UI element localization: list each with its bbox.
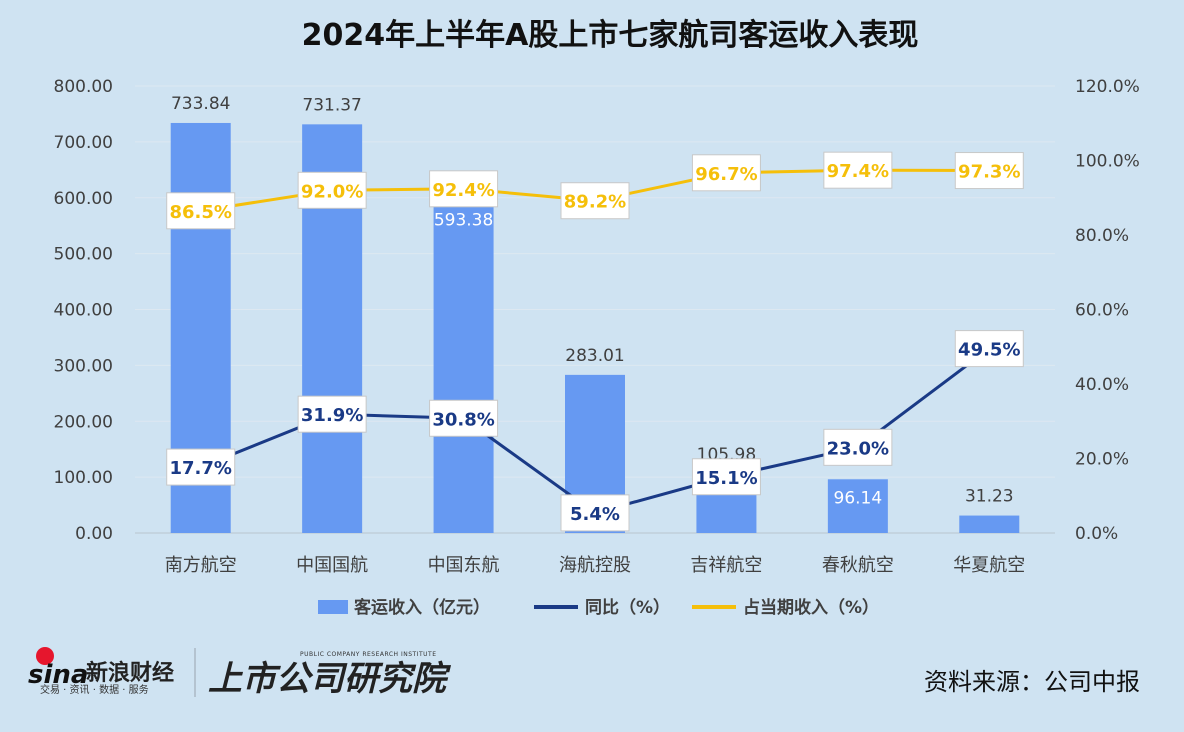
chart-title: 2024年上半年A股上市七家航司客运收入表现: [302, 18, 919, 53]
right-axis: 120.0% 100.0% 80.0% 60.0% 40.0% 20.0% 0.0%: [1075, 77, 1140, 544]
line-series: 86.5% 92.0% 92.4% 89.2% 96.7% 97.4% 97.3% 17.7%…: [166, 151, 1024, 532]
bar-value-label: 731.37: [302, 95, 361, 115]
category-label: 海航控股: [559, 555, 631, 576]
category-label: 吉祥航空: [690, 555, 762, 576]
bar-3: [433, 201, 494, 534]
left-tick-label: 800.00: [54, 77, 113, 97]
institute-en: PUBLIC COMPANY RESEARCH INSTITUTE: [300, 651, 436, 658]
legend-bar-swatch: [318, 600, 348, 614]
yoy-label-box: [166, 448, 236, 486]
share-label-box: [560, 182, 630, 220]
right-tick-label: 120.0%: [1075, 77, 1140, 97]
right-tick-label: 0.0%: [1075, 524, 1118, 544]
left-tick-label: 100.00: [54, 468, 113, 488]
yoy-label-box: [691, 458, 761, 496]
bar-6: [827, 479, 888, 533]
share-point-label: 97.3%: [958, 162, 1020, 183]
share-point-label: 92.4%: [432, 180, 494, 201]
right-tick-label: 80.0%: [1075, 226, 1129, 246]
share-label-box: [954, 152, 1024, 190]
share-point-label: 89.2%: [564, 192, 626, 213]
sina-wordmark: sina: [28, 660, 88, 690]
bar-value-label: 283.01: [565, 346, 624, 366]
left-tick-label: 700.00: [54, 133, 113, 153]
left-tick-label: 600.00: [54, 189, 113, 209]
legend-label: 占当期收入（%）: [743, 597, 879, 618]
legend: 客运收入（亿元） 同比（%） 占当期收入（%）: [318, 597, 879, 618]
yoy-label-box: [560, 494, 630, 532]
institute-logo: PUBLIC COMPANY RESEARCH INSTITUTE 上市公司研究…: [208, 651, 452, 699]
yoy-point-label: 15.1%: [695, 468, 757, 489]
yoy-label-box: [297, 395, 367, 433]
source-note: 资料来源：公司中报: [924, 668, 1140, 696]
yoy-point-label: 23.0%: [827, 438, 889, 459]
right-tick-label: 40.0%: [1075, 375, 1129, 395]
sina-sub: 交易 · 资讯 · 数据 · 服务: [40, 683, 149, 696]
category-label: 春秋航空: [822, 555, 894, 576]
category-label: 中国国航: [296, 555, 368, 576]
yoy-label-box: [954, 330, 1024, 368]
bar-value-label: 31.23: [965, 487, 1014, 507]
yoy-point-label: 31.9%: [301, 405, 363, 426]
left-tick-label: 200.00: [54, 412, 113, 432]
yoy-point-label: 49.5%: [958, 340, 1020, 361]
yoy-label-box: [823, 428, 893, 466]
bar-value-label: 733.84: [171, 94, 230, 114]
institute-cn: 上市公司研究院: [208, 659, 452, 699]
right-tick-label: 60.0%: [1075, 301, 1129, 321]
yoy-point-label: 30.8%: [432, 409, 494, 430]
left-axis: 800.00 700.00 600.00 500.00 400.00 300.00 200.…: [54, 77, 113, 544]
yoy-point-label: 17.7%: [169, 458, 231, 479]
category-label: 南方航空: [165, 555, 237, 576]
legend-label: 同比（%）: [585, 597, 670, 618]
right-tick-label: 100.0%: [1075, 152, 1140, 172]
bar-value-label: 96.14: [834, 488, 883, 508]
share-label-box: [691, 154, 761, 192]
bar-value-label: 593.38: [434, 210, 493, 230]
share-point-label: 86.5%: [169, 202, 231, 223]
category-label: 中国东航: [428, 555, 500, 576]
bar-7: [959, 515, 1020, 533]
share-point-label: 96.7%: [695, 164, 757, 185]
legend-label: 客运收入（亿元）: [353, 597, 490, 618]
right-tick-label: 20.0%: [1075, 450, 1129, 470]
left-tick-label: 300.00: [54, 356, 113, 376]
sina-logo: sina 新浪财经 交易 · 资讯 · 数据 · 服务: [28, 647, 174, 696]
share-label-box: [429, 170, 499, 208]
category-label: 华夏航空: [953, 555, 1025, 576]
left-tick-label: 400.00: [54, 301, 113, 321]
share-label-box: [166, 192, 236, 230]
sina-eye-icon: [36, 647, 54, 665]
yoy-label-box: [429, 399, 499, 437]
share-point-label: 92.0%: [301, 181, 363, 202]
share-label-box: [823, 151, 893, 189]
yoy-point-label: 5.4%: [570, 504, 620, 525]
category-axis: 南方航空 中国国航 中国东航 海航控股 吉祥航空 春秋航空 华夏航空: [165, 555, 1026, 576]
share-label-box: [297, 171, 367, 209]
left-tick-label: 500.00: [54, 245, 113, 265]
sina-cn: 新浪财经: [86, 660, 174, 686]
share-point-label: 97.4%: [827, 161, 889, 182]
left-tick-label: 0.00: [75, 524, 113, 544]
